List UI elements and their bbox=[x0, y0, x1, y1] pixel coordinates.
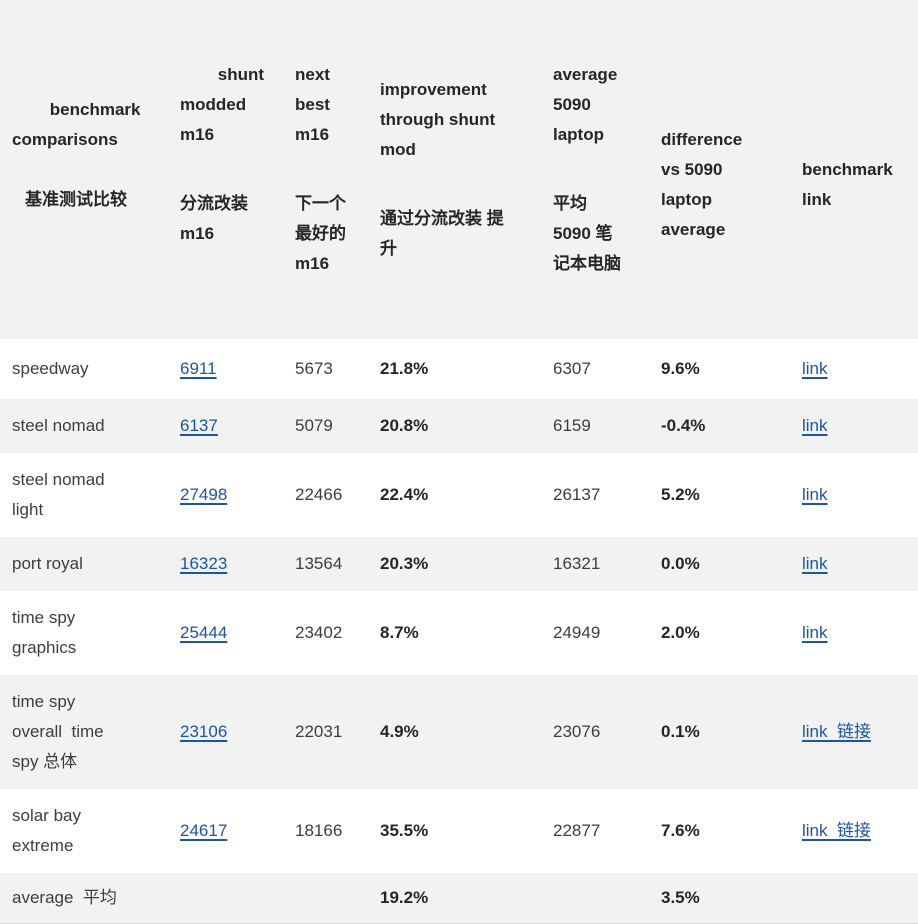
difference-percent: -0.4% bbox=[661, 416, 706, 435]
col-header-en: difference vs 5090 laptop average bbox=[661, 129, 747, 239]
improvement-percent: 4.9% bbox=[380, 722, 419, 741]
average-5090-score: 26137 bbox=[553, 485, 601, 504]
next-best-score: 23402 bbox=[295, 623, 343, 642]
col-header-zh: 下一个最好的 m16 bbox=[295, 194, 351, 273]
next-best-score: 18166 bbox=[295, 821, 343, 840]
table-row: steel nomad 6137 5079 20.8% 6159 -0.4% l… bbox=[0, 399, 918, 453]
table-row-average: average 平均 19.2% 3.5% bbox=[0, 873, 918, 923]
table-row: port royal 16323 13564 20.3% 16321 0.0% … bbox=[0, 537, 918, 591]
improvement-percent: 20.8% bbox=[380, 416, 429, 435]
benchmark-name: steel nomad bbox=[12, 416, 105, 435]
col-header-difference-vs-average: difference vs 5090 laptop average bbox=[649, 0, 790, 339]
benchmark-link[interactable]: link bbox=[802, 485, 828, 504]
shunt-modded-score-link[interactable]: 27498 bbox=[180, 485, 228, 504]
improvement-percent: 8.7% bbox=[380, 623, 419, 642]
table-row: steel nomad light 27498 22466 22.4% 2613… bbox=[0, 453, 918, 537]
col-header-en: benchmark link bbox=[802, 159, 898, 209]
benchmark-link[interactable]: link bbox=[802, 623, 828, 642]
average-5090-score: 24949 bbox=[553, 623, 601, 642]
col-header-en: shunt modded m16 bbox=[180, 65, 269, 144]
difference-percent: 2.0% bbox=[661, 623, 700, 642]
shunt-modded-score-link[interactable]: 16323 bbox=[180, 554, 228, 573]
average-5090-score: 23076 bbox=[553, 722, 601, 741]
col-header-en: improvement through shunt mod bbox=[380, 80, 500, 159]
benchmark-name: average 平均 bbox=[12, 887, 117, 907]
difference-percent: 0.1% bbox=[661, 722, 700, 741]
col-header-average-5090-laptop: average 5090 laptop 平均 5090 笔记本电脑 bbox=[541, 0, 649, 339]
next-best-score: 5079 bbox=[295, 416, 333, 435]
benchmark-name: solar bay extreme bbox=[12, 806, 86, 855]
next-best-score: 13564 bbox=[295, 554, 343, 573]
col-header-en: average 5090 laptop bbox=[553, 65, 623, 144]
benchmark-link[interactable]: link 链接 bbox=[802, 722, 871, 741]
next-best-score: 22466 bbox=[295, 485, 343, 504]
difference-percent: 9.6% bbox=[661, 359, 700, 378]
col-header-benchmark-link: benchmark link bbox=[790, 0, 918, 339]
improvement-percent: 21.8% bbox=[380, 359, 429, 378]
shunt-modded-score-link[interactable]: 6137 bbox=[180, 416, 218, 435]
col-header-en: next best m16 bbox=[295, 65, 335, 144]
col-header-zh: 通过分流改装 提升 bbox=[380, 209, 504, 258]
difference-percent: 0.0% bbox=[661, 554, 700, 573]
improvement-percent: 35.5% bbox=[380, 821, 429, 840]
benchmark-name: port royal bbox=[12, 554, 83, 573]
col-header-zh: 分流改装 m16 bbox=[180, 194, 253, 243]
average-5090-score: 16321 bbox=[553, 554, 601, 573]
col-header-next-best-m16: next best m16 下一个最好的 m16 bbox=[283, 0, 368, 339]
header-row: benchmark comparisons 基准测试比较 shunt modde… bbox=[0, 0, 918, 339]
difference-percent: 5.2% bbox=[661, 485, 700, 504]
difference-percent: 7.6% bbox=[661, 821, 700, 840]
shunt-modded-score-link[interactable]: 6911 bbox=[180, 359, 217, 378]
col-header-en: benchmark comparisons bbox=[12, 99, 146, 149]
benchmark-name: steel nomad light bbox=[12, 470, 110, 519]
benchmark-name: time spy overall time spy 总体 bbox=[12, 692, 109, 771]
average-5090-score: 6307 bbox=[553, 359, 591, 378]
col-header-shunt-modded-m16: shunt modded m16 分流改装 m16 bbox=[168, 0, 283, 339]
next-best-score bbox=[283, 873, 368, 923]
col-header-zh: 平均 5090 笔记本电脑 bbox=[553, 194, 621, 273]
table-row: time spy overall time spy 总体 23106 22031… bbox=[0, 675, 918, 789]
difference-percent: 3.5% bbox=[661, 887, 700, 907]
table-row: time spy graphics 25444 23402 8.7% 24949… bbox=[0, 591, 918, 675]
col-header-improvement: improvement through shunt mod 通过分流改装 提升 bbox=[368, 0, 541, 339]
shunt-modded-score-link[interactable]: 25444 bbox=[180, 623, 228, 642]
col-header-zh: 基准测试比较 bbox=[25, 189, 127, 209]
shunt-modded-score-link[interactable]: 23106 bbox=[180, 722, 228, 741]
col-header-benchmark-comparisons: benchmark comparisons 基准测试比较 bbox=[0, 0, 168, 339]
average-5090-score: 6159 bbox=[553, 416, 591, 435]
average-5090-score bbox=[541, 873, 649, 923]
table-row: speedway 6911 5673 21.8% 6307 9.6% link bbox=[0, 339, 918, 399]
benchmark-name: time spy graphics bbox=[12, 608, 81, 657]
benchmark-link[interactable]: link 链接 bbox=[802, 821, 871, 840]
shunt-modded-score bbox=[168, 873, 283, 923]
benchmark-link[interactable]: link bbox=[802, 554, 828, 573]
next-best-score: 5673 bbox=[295, 359, 333, 378]
improvement-percent: 22.4% bbox=[380, 485, 429, 504]
average-5090-score: 22877 bbox=[553, 821, 601, 840]
improvement-percent: 20.3% bbox=[380, 554, 429, 573]
benchmark-link[interactable]: link bbox=[802, 416, 828, 435]
benchmark-name: speedway bbox=[12, 359, 89, 378]
next-best-score: 22031 bbox=[295, 722, 343, 741]
benchmark-link[interactable]: link bbox=[802, 359, 828, 378]
table-row: solar bay extreme 24617 18166 35.5% 2287… bbox=[0, 789, 918, 873]
improvement-percent: 19.2% bbox=[380, 887, 429, 907]
benchmark-link-empty bbox=[790, 873, 918, 923]
shunt-modded-score-link[interactable]: 24617 bbox=[180, 821, 228, 840]
